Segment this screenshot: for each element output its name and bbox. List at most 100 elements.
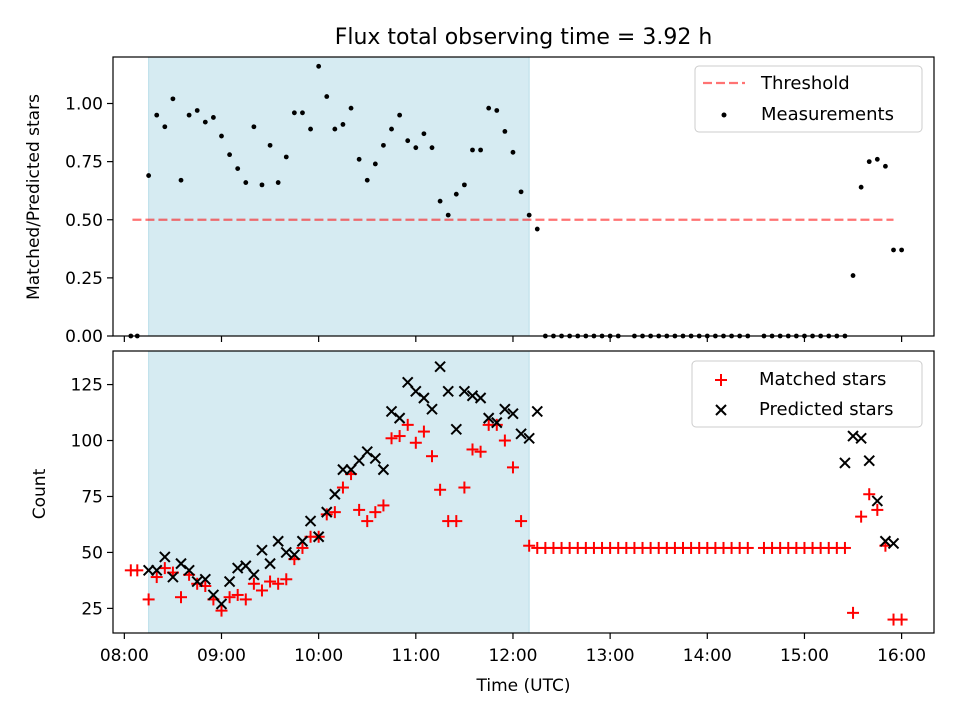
matched-star-point bbox=[264, 575, 277, 588]
measurement-point bbox=[348, 105, 354, 111]
predicted-star-point bbox=[442, 385, 454, 397]
predicted-star-point bbox=[321, 506, 333, 518]
matched-star-point bbox=[215, 604, 228, 617]
measurement-point bbox=[381, 142, 386, 148]
matched-star-point bbox=[239, 593, 252, 606]
matched-star-point bbox=[863, 488, 876, 501]
predicted-star-point bbox=[142, 564, 155, 577]
x-tick-label: 12:00 bbox=[488, 646, 537, 666]
measurement-point bbox=[405, 138, 411, 144]
matched-star-point bbox=[515, 515, 528, 528]
matched-star-point bbox=[741, 541, 754, 554]
x-tick-label: 09:00 bbox=[197, 646, 246, 666]
bottom-legend-box bbox=[691, 360, 923, 428]
measurement-point bbox=[243, 180, 249, 185]
figure-title: Flux total observing time = 3.92 h bbox=[335, 25, 713, 50]
matched-star-point bbox=[175, 591, 188, 604]
y-tick-label: 0.25 bbox=[65, 269, 103, 289]
measurements-series bbox=[128, 63, 905, 339]
matched-star-point bbox=[150, 571, 163, 584]
measurement-point bbox=[858, 184, 864, 190]
predicted-star-point bbox=[296, 535, 309, 547]
x-tick-label: 08:00 bbox=[100, 646, 149, 666]
predicted-star-point bbox=[434, 360, 446, 373]
top-axes-frame bbox=[112, 56, 935, 337]
measurement-point bbox=[146, 173, 152, 178]
measurement-point bbox=[372, 161, 378, 167]
measurement-point bbox=[291, 110, 297, 116]
y-tick-label: 0.50 bbox=[65, 211, 103, 231]
predicted-star-point bbox=[887, 537, 900, 550]
measurement-point bbox=[308, 126, 313, 132]
predicted-star-point bbox=[879, 535, 892, 547]
measurement-point bbox=[453, 191, 459, 197]
measurement-point bbox=[421, 131, 427, 137]
measurement-point bbox=[332, 126, 338, 132]
measurement-point bbox=[445, 212, 451, 218]
legend-predicted-swatch bbox=[715, 404, 727, 416]
matched-star-point bbox=[247, 577, 260, 590]
predicted-star-point bbox=[855, 432, 867, 444]
matched-star-point bbox=[458, 481, 471, 494]
measurement-point bbox=[235, 166, 241, 172]
predicted-star-point bbox=[523, 432, 535, 444]
measurement-point bbox=[227, 152, 232, 158]
predicted-star-point bbox=[491, 416, 503, 429]
predicted-star-point bbox=[215, 598, 228, 610]
matched-star-point bbox=[847, 606, 860, 619]
predicted-star-point bbox=[304, 515, 317, 527]
predicted-star-point bbox=[248, 569, 260, 581]
measurement-point bbox=[534, 226, 540, 232]
y-tick-label: 25 bbox=[81, 599, 103, 619]
matched-star-point bbox=[474, 445, 487, 458]
matched-star-point bbox=[131, 564, 144, 577]
y-tick-label: 100 bbox=[71, 432, 103, 452]
matched-star-point bbox=[328, 506, 341, 519]
top-legend-box bbox=[694, 65, 923, 133]
predicted-star-point bbox=[426, 403, 438, 415]
measurement-point bbox=[494, 108, 500, 113]
matched-star-point bbox=[434, 483, 447, 496]
predicted-star-point bbox=[377, 463, 390, 476]
matched-star-point bbox=[409, 436, 422, 449]
predicted-star-point bbox=[369, 452, 382, 465]
measurement-point bbox=[866, 159, 872, 165]
measurement-point bbox=[194, 108, 200, 113]
predicted-star-point bbox=[871, 495, 884, 507]
measurement-point bbox=[275, 180, 281, 185]
measurement-point bbox=[364, 177, 370, 183]
matched-star-point bbox=[426, 450, 439, 463]
y-tick-label: 1.00 bbox=[65, 95, 103, 115]
bottom-y-axis: 25 50 75 100 125 bbox=[71, 376, 113, 619]
matched-star-point bbox=[895, 613, 908, 626]
measurement-point bbox=[413, 145, 419, 151]
matched-star-point bbox=[490, 418, 503, 431]
predicted-star-point bbox=[207, 589, 220, 601]
measurement-point bbox=[316, 63, 322, 69]
top-panel: 0.00 0.25 0.50 0.75 1.00 Matched/Predicted s… bbox=[24, 56, 935, 347]
measurement-point bbox=[251, 124, 257, 130]
predicted-star-point bbox=[167, 571, 179, 583]
x-tick-label: 10:00 bbox=[294, 646, 343, 666]
matched-star-point bbox=[369, 506, 382, 519]
matched-star-point bbox=[393, 430, 406, 443]
predicted-star-point bbox=[199, 573, 212, 585]
top-x-ticks bbox=[123, 336, 903, 342]
predicted-star-point bbox=[223, 575, 236, 588]
bottom-panel: 25 50 75 100 125 08:00 09:00 10:00 11:00 12:00 13… bbox=[30, 350, 935, 696]
x-tick-label: 11:00 bbox=[391, 646, 440, 666]
matched-star-point bbox=[498, 434, 511, 447]
predicted-star-point bbox=[450, 423, 463, 436]
matched-star-point bbox=[158, 562, 171, 575]
measurement-point bbox=[219, 133, 224, 139]
top-shaded-span bbox=[148, 56, 530, 337]
measurement-point bbox=[883, 163, 888, 169]
predicted-star-point bbox=[151, 564, 163, 577]
predicted-star-point bbox=[159, 551, 171, 563]
predicted-star-point bbox=[353, 454, 365, 467]
bottom-y-axis-label: Count bbox=[30, 468, 50, 519]
bottom-x-axis-label: Time (UTC) bbox=[476, 676, 571, 696]
predicted-star-point bbox=[264, 557, 276, 570]
measurement-point bbox=[502, 129, 508, 134]
matched-star-point bbox=[231, 588, 244, 601]
